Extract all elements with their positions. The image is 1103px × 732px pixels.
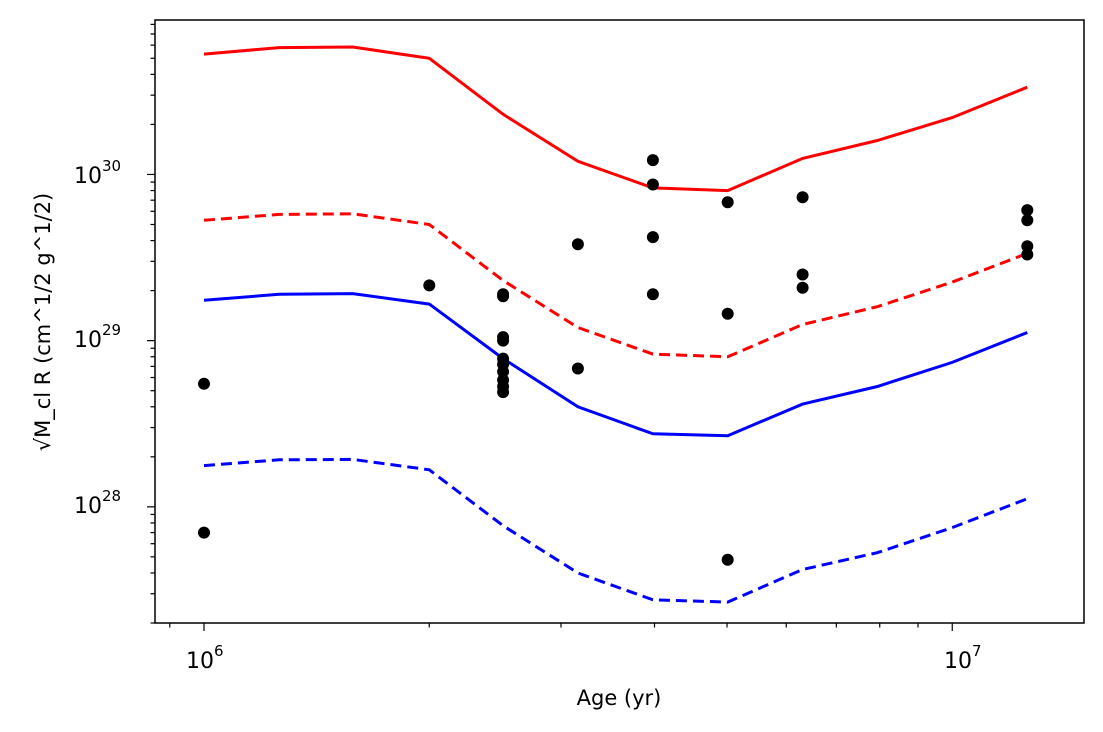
data-point-25 [1021, 204, 1034, 217]
data-point-19 [721, 196, 734, 209]
series-line-3 [203, 457, 1028, 604]
data-point-14 [571, 362, 584, 375]
data-point-15 [646, 154, 659, 167]
data-point-4 [497, 290, 510, 303]
plot-frame [154, 19, 1085, 624]
series-line-1 [203, 212, 1028, 359]
data-point-21 [721, 553, 734, 566]
data-point-16 [646, 178, 659, 191]
y-tick-exp-1: 29 [102, 321, 121, 339]
x-tick-exp-1: 7 [972, 642, 982, 660]
data-point-17 [646, 231, 659, 244]
data-point-13 [571, 238, 584, 251]
y-axis-label: √M_cl R (cm^1/2 g^1/2) [31, 193, 56, 452]
data-point-2 [423, 279, 436, 292]
data-point-1 [198, 526, 210, 539]
x-tick-base-1: 10 [944, 649, 972, 674]
data-point-6 [497, 334, 510, 347]
y-tick-label-2: 1030 [74, 157, 121, 189]
y-tick-label-1: 1029 [74, 321, 121, 353]
data-point-12 [497, 386, 510, 399]
data-point-24 [796, 281, 809, 294]
scatter-points [198, 154, 1034, 566]
data-point-18 [646, 288, 659, 301]
series-lines [203, 45, 1028, 604]
data-point-0 [198, 377, 210, 390]
data-point-26 [1021, 214, 1034, 227]
data-point-28 [1021, 248, 1034, 261]
y-tick-exp-0: 28 [102, 487, 121, 505]
series-line-0 [203, 45, 1028, 193]
y-tick-exp-2: 30 [102, 157, 121, 175]
y-tick-label-0: 1028 [74, 487, 121, 519]
series-line-2 [203, 292, 1028, 438]
x-tick-label-1: 107 [944, 642, 982, 674]
svg-text:106: 106 [186, 642, 224, 674]
y-tick-base-1: 10 [74, 328, 102, 353]
svg-text:107: 107 [944, 642, 982, 674]
svg-text:1029: 1029 [74, 321, 121, 353]
y-tick-base-2: 10 [74, 164, 102, 189]
axis-ticks [147, 23, 953, 631]
data-point-23 [796, 268, 809, 281]
x-tick-label-0: 106 [186, 642, 224, 674]
svg-text:1030: 1030 [74, 157, 121, 189]
data-point-20 [721, 307, 734, 320]
x-tick-exp-0: 6 [214, 642, 224, 660]
x-axis-label: Age (yr) [577, 686, 662, 710]
data-point-9 [497, 365, 510, 378]
y-tick-base-0: 10 [74, 494, 102, 519]
x-tick-base-0: 10 [186, 649, 214, 674]
svg-text:1028: 1028 [74, 487, 121, 519]
data-point-22 [796, 191, 809, 204]
data-point-27 [1021, 240, 1034, 253]
